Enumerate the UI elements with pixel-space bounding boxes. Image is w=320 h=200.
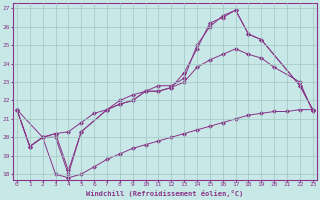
X-axis label: Windchill (Refroidissement éolien,°C): Windchill (Refroidissement éolien,°C) — [86, 190, 244, 197]
